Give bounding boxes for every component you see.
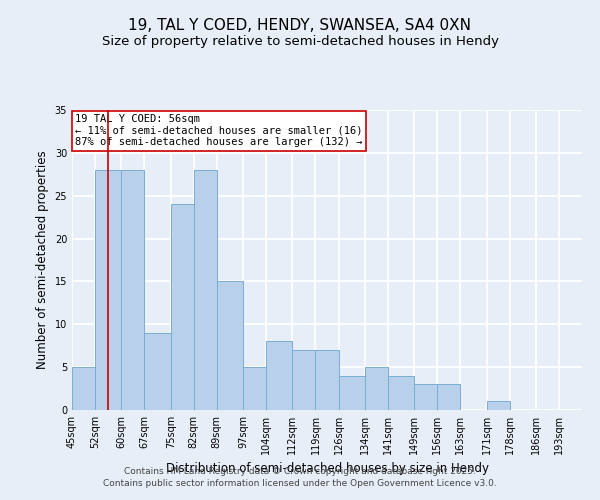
Bar (266, 342, 292, 410)
Bar (171, 204, 194, 410)
Y-axis label: Number of semi-detached properties: Number of semi-detached properties (36, 150, 49, 370)
Bar (217, 282, 243, 410)
Bar (487, 402, 509, 410)
Text: 19 TAL Y COED: 56sqm
← 11% of semi-detached houses are smaller (16)
87% of semi-: 19 TAL Y COED: 56sqm ← 11% of semi-detac… (75, 114, 363, 148)
Bar (414, 384, 437, 410)
Bar (95, 170, 121, 410)
Bar (388, 376, 414, 410)
Bar (292, 350, 316, 410)
Text: Contains HM Land Registry data © Crown copyright and database right 2025.
Contai: Contains HM Land Registry data © Crown c… (103, 466, 497, 487)
Bar (121, 170, 145, 410)
Bar (194, 170, 217, 410)
Bar (338, 376, 365, 410)
X-axis label: Distribution of semi-detached houses by size in Hendy: Distribution of semi-detached houses by … (166, 462, 488, 475)
Bar (437, 384, 460, 410)
Bar (72, 367, 95, 410)
Bar (145, 333, 171, 410)
Bar (316, 350, 338, 410)
Text: 19, TAL Y COED, HENDY, SWANSEA, SA4 0XN: 19, TAL Y COED, HENDY, SWANSEA, SA4 0XN (128, 18, 472, 32)
Bar (243, 367, 266, 410)
Bar (365, 367, 388, 410)
Text: Size of property relative to semi-detached houses in Hendy: Size of property relative to semi-detach… (101, 35, 499, 48)
